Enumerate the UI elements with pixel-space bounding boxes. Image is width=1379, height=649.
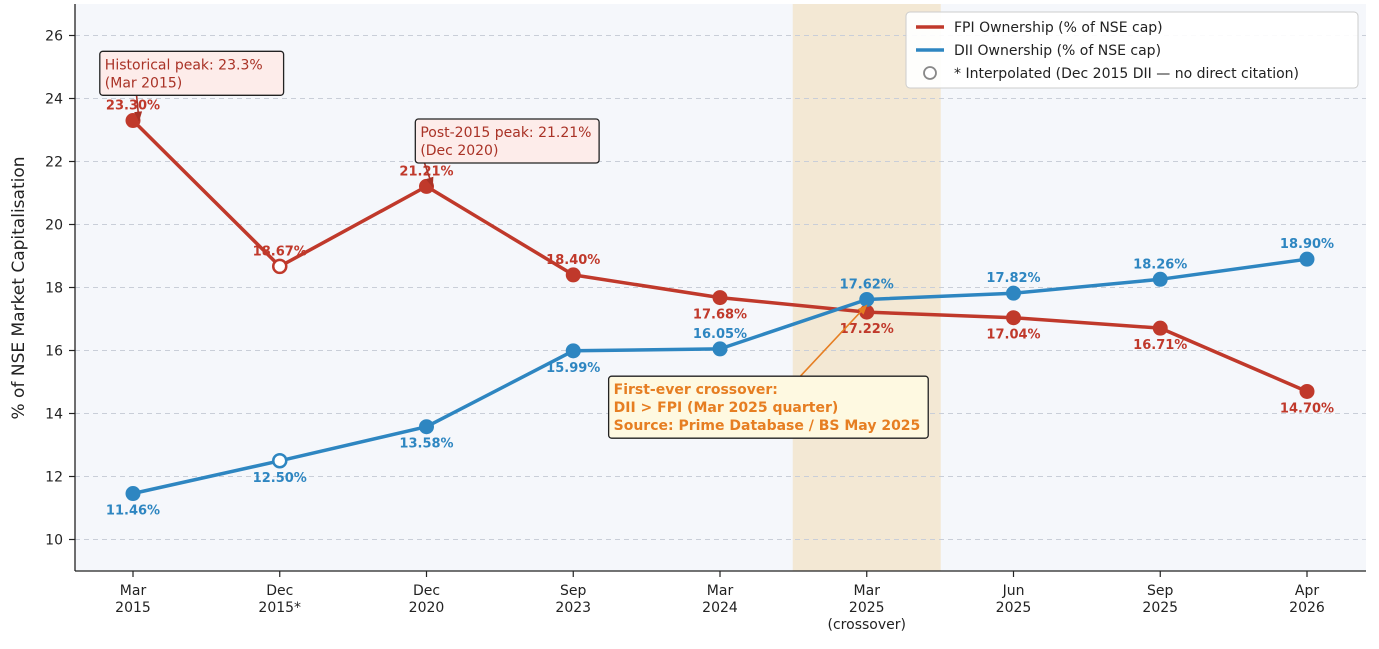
data-point <box>1299 383 1315 399</box>
data-label: 18.26% <box>1133 257 1187 272</box>
x-tick-label: 2020 <box>409 600 445 616</box>
x-tick-label: Dec <box>266 583 293 599</box>
annotation-box <box>607 375 929 439</box>
data-point <box>125 486 141 502</box>
data-point <box>1152 271 1168 287</box>
annotation-text: Post-2015 peak: 21.21% <box>420 125 591 141</box>
x-tick-label: 2025 <box>849 600 885 616</box>
y-tick-label: 20 <box>45 218 63 234</box>
data-point <box>1299 251 1315 267</box>
data-label: 23.30% <box>106 99 160 114</box>
data-point <box>712 341 728 357</box>
data-label: 18.40% <box>546 253 600 268</box>
annotation-box <box>414 118 600 164</box>
annotation-arrow <box>799 304 868 377</box>
data-point <box>1152 320 1168 336</box>
data-point <box>859 291 875 307</box>
y-tick-label: 16 <box>45 344 63 360</box>
annotation-arrow <box>423 162 434 188</box>
annotation-text: (Dec 2020) <box>420 143 498 159</box>
x-tick-label: Mar <box>120 583 147 599</box>
y-axis-title: % of NSE Market Capitalisation <box>9 156 29 419</box>
annotation-arrow <box>134 95 143 122</box>
data-point <box>565 343 581 359</box>
legend-label: DII Ownership (% of NSE cap) <box>954 43 1161 59</box>
annotation-text: Source: Prime Database / BS May 2025 <box>614 418 921 434</box>
legend-label: * Interpolated (Dec 2015 DII — no direct… <box>954 66 1299 82</box>
legend-hollow-marker-swatch <box>923 66 937 80</box>
data-label: 17.68% <box>693 308 747 323</box>
y-tick-label: 10 <box>45 533 63 549</box>
data-label: 13.58% <box>399 437 453 452</box>
annotation-layer: Historical peak: 23.3% (Mar 2015) Post-201… <box>99 50 929 439</box>
y-tick-label: 22 <box>45 155 63 171</box>
x-tick-label: Dec <box>413 583 440 599</box>
annotation-text: (Mar 2015) <box>105 75 182 91</box>
x-tick-label: 2026 <box>1289 600 1325 616</box>
data-label: 17.04% <box>986 328 1040 343</box>
y-tick-label: 18 <box>45 281 63 297</box>
data-point-interpolated <box>272 258 288 275</box>
data-point <box>565 267 581 283</box>
data-label: 16.71% <box>1133 338 1187 353</box>
x-tick-label: Apr <box>1295 583 1319 599</box>
data-label: 18.90% <box>1280 237 1334 252</box>
legend-label: FPI Ownership (% of NSE cap) <box>954 20 1163 36</box>
data-point-interpolated <box>272 453 288 469</box>
data-point <box>712 290 728 306</box>
annotation-text: DII > FPI (Mar 2025 quarter) <box>614 400 839 416</box>
data-label: 16.05% <box>693 327 747 342</box>
y-tick-label: 26 <box>45 29 63 45</box>
data-label-layer: 23.30% 18.67% 21.21% 18.40% 17.68% 17.22% 17.0… <box>106 99 1334 519</box>
annotation-text: First-ever crossover: <box>614 382 778 398</box>
x-tick-label: Mar <box>854 583 881 599</box>
data-point <box>1006 285 1021 301</box>
data-label: 17.22% <box>840 322 894 337</box>
x-tick-label: 2015* <box>258 600 301 616</box>
x-tick-label: Jun <box>1002 583 1025 599</box>
x-tick-label: 2023 <box>555 600 591 616</box>
data-label: 15.99% <box>546 361 600 376</box>
data-label: 18.67% <box>253 244 307 259</box>
x-tick-label: 2015 <box>115 600 151 616</box>
x-tick-label: Mar <box>707 583 734 599</box>
data-point <box>419 419 434 435</box>
y-tick-label: 24 <box>45 92 63 108</box>
data-point <box>1006 310 1021 326</box>
y-tick-label: 12 <box>45 470 63 486</box>
legend: FPI Ownership (% of NSE cap) DII Ownershi… <box>905 11 1359 89</box>
series-layer <box>125 113 1315 502</box>
x-tick-label: Sep <box>1147 583 1174 599</box>
x-tick-label: 2025 <box>1142 600 1178 616</box>
data-label: 17.82% <box>986 271 1040 286</box>
y-tick-label: 14 <box>45 407 63 423</box>
annotation-text: Historical peak: 23.3% <box>105 57 263 73</box>
data-label: 14.70% <box>1280 401 1334 416</box>
x-tick-label: 2025 <box>996 600 1032 616</box>
x-tick-layer: Mar2015Dec2015*Dec2020Sep2023Mar2024Mar2… <box>115 571 1325 633</box>
x-tick-label: (crossover) <box>828 617 906 633</box>
data-label: 11.46% <box>106 504 160 519</box>
legend-box <box>905 11 1359 89</box>
y-tick-layer: 10 12 14 16 18 20 22 24 26 <box>45 29 75 549</box>
x-tick-label: Sep <box>560 583 587 599</box>
data-label: 17.62% <box>840 277 894 292</box>
data-label: 12.50% <box>253 471 307 486</box>
x-tick-label: 2024 <box>702 600 738 616</box>
annotation-box <box>99 50 285 96</box>
data-label: 21.21% <box>399 164 453 179</box>
